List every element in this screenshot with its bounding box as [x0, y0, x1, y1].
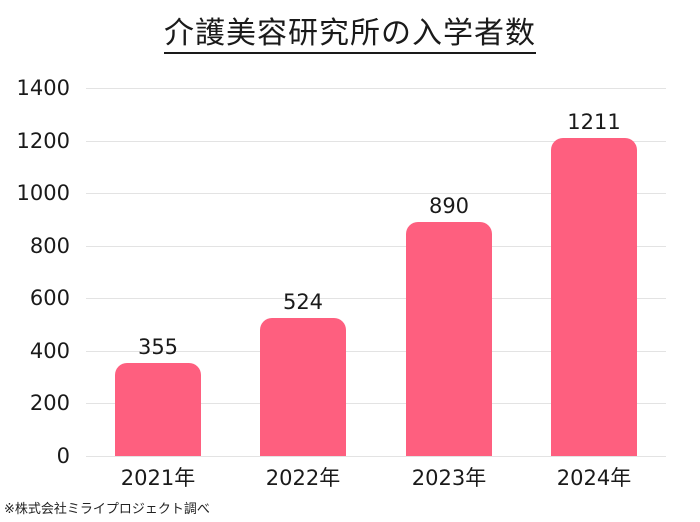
- x-tick-label: 2024年: [556, 466, 632, 490]
- x-tick-label: 2021年: [120, 466, 196, 490]
- gridline: [86, 456, 666, 457]
- gridline: [86, 88, 666, 89]
- value-label: 890: [428, 194, 470, 218]
- x-tick-label: 2022年: [265, 466, 341, 490]
- bar-2022年: [260, 318, 346, 456]
- source-note: ※株式会社ミライプロジェクト調べ: [4, 502, 210, 517]
- gridline: [86, 351, 666, 352]
- value-label: 1211: [567, 110, 621, 134]
- value-label: 355: [137, 335, 179, 359]
- bar-2023年: [406, 222, 492, 456]
- gridline: [86, 298, 666, 299]
- x-tick-label: 2023年: [411, 466, 487, 490]
- y-tick-label: 1200: [16, 129, 70, 153]
- gridline: [86, 193, 666, 194]
- gridline: [86, 246, 666, 247]
- gridline: [86, 403, 666, 404]
- chart-title: 介護美容研究所の入学者数: [0, 8, 700, 54]
- y-tick-label: 400: [29, 339, 70, 363]
- y-tick-label: 800: [29, 234, 70, 258]
- y-tick-label: 0: [56, 444, 70, 468]
- bar-2021年: [115, 363, 201, 456]
- y-tick-label: 200: [29, 391, 70, 415]
- y-tick-label: 1000: [16, 181, 70, 205]
- gridline: [86, 141, 666, 142]
- y-tick-label: 600: [29, 286, 70, 310]
- bar-2024年: [551, 138, 637, 456]
- value-label: 524: [282, 290, 324, 314]
- y-tick-label: 1400: [16, 76, 70, 100]
